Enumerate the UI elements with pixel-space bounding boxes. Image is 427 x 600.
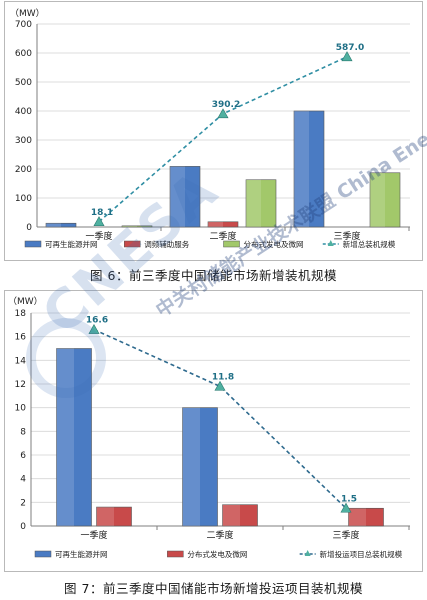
chart-2-bar: [182, 407, 218, 527]
chart-1-unit-label: （MW）: [10, 8, 45, 19]
chart-1-total-marker: [93, 216, 105, 227]
chart-1-legend-swatch: [223, 240, 240, 248]
chart-1-legend-label: 可再生能源并网: [45, 239, 98, 249]
chart-1-x-tick-label: 一季度: [85, 230, 112, 242]
chart-1-bar-highlight: [208, 221, 223, 227]
chart-2-total-marker: [340, 502, 352, 513]
chart-1-total-marker: [341, 51, 353, 62]
chart-2-y-tick-label: 14: [15, 356, 27, 366]
chart-1-data-label: 390.2: [212, 100, 240, 110]
chart-1-y-tick-label: 0: [26, 223, 32, 233]
chart-2-bar-highlight: [348, 508, 366, 526]
chart-2-data-label: 1.5: [341, 494, 357, 504]
chart-2-bar: [96, 506, 132, 527]
chart-1-total-marker: [217, 108, 229, 119]
chart-1-y-tick-label: 300: [15, 136, 32, 146]
chart-2-bar-highlight: [182, 407, 200, 526]
chart-2-total-marker: [88, 323, 100, 334]
chart-2-y-tick-label: 8: [20, 427, 26, 437]
chart-1-y-tick-label: 200: [15, 165, 32, 175]
chart-2-y-tick-label: 12: [15, 380, 26, 390]
chart-2-svg: （MW） 0 2 4 6 8 10 12 14 16 18 一季度 二季度 三季度 16.6 11.8 1.5 可…: [8, 296, 410, 559]
chart-1-legend-label: 调频辅助服务: [144, 239, 189, 249]
chart-1-bar: [45, 222, 77, 228]
chart-1-bar-highlight: [46, 223, 61, 227]
chart-1-legend-label: 分布式发电及微网: [244, 239, 304, 249]
chart-2-legend-label: 可再生能源并网: [55, 549, 108, 559]
chart-2-legend-label: 新增投运项目总装机规模: [320, 549, 403, 559]
chart-2-legend-label: 分布式发电及微网: [187, 549, 247, 559]
chart-2-legend-marker: [304, 550, 311, 556]
chart-2-bar-highlight: [56, 348, 74, 526]
chart-1-legend-swatch: [124, 240, 141, 248]
chart-2-legend-swatch: [34, 550, 52, 558]
chart-1-data-label: 18.1: [91, 208, 113, 218]
chart-1-bar-highlight: [170, 166, 185, 227]
chart-1-x-tick-label: 二季度: [209, 230, 236, 242]
chart-2-bar: [56, 348, 92, 527]
chart-2-x-tick-label: 一季度: [80, 529, 107, 541]
chart-1-bar: [121, 225, 153, 228]
chart-2-caption: 图 7：前三季度中国储能市场新增投运项目装机规模: [64, 581, 363, 596]
chart-2-bar: [348, 507, 384, 527]
chart-2-bar-highlight: [222, 504, 240, 526]
chart-1-data-label: 587.0: [336, 43, 364, 53]
chart-2-y-tick-label: 0: [20, 522, 26, 532]
chart-2-y-tick-label: 16: [15, 333, 27, 343]
chart-2-data-label: 16.6: [86, 316, 108, 326]
chart-2-legend-swatch: [167, 550, 184, 558]
chart-1-x-tick-label: 三季度: [333, 230, 360, 242]
chart-2-unit-label: （MW）: [8, 296, 43, 307]
chart-2-total-line: [93, 328, 347, 509]
chart-2-data-label: 11.8: [212, 372, 234, 382]
chart-1-bar-highlight: [246, 179, 261, 227]
chart-2-bar-highlight: [96, 507, 114, 526]
chart-2-y-tick-label: 6: [20, 451, 26, 461]
chart-1-legend-swatch: [24, 240, 42, 248]
chart-1-bar-highlight: [122, 225, 137, 227]
chart-1-y-tick-label: 700: [15, 20, 32, 30]
chart-1-bar: [293, 110, 325, 228]
chart-1-legend-label: 新增总装机规模: [343, 239, 396, 249]
chart-1-bar-highlight: [294, 111, 309, 227]
chart-2-y-tick-label: 10: [15, 404, 27, 414]
chart-1-svg: （MW） 0 100 200 300 400 500 600 700 一季度 二季度 三季度 18.1 3…: [10, 8, 410, 249]
chart-1-y-tick-label: 500: [15, 78, 32, 88]
chart-2-y-tick-label: 4: [20, 475, 26, 485]
chart-1-y-tick-label: 400: [15, 107, 32, 117]
chart-1-bar: [245, 179, 277, 228]
chart-2-bar: [222, 504, 258, 527]
chart-2-y-tick-label: 2: [20, 498, 26, 508]
chart-2-x-tick-label: 三季度: [332, 529, 359, 541]
chart-1-bar: [369, 172, 401, 228]
chart-1-bar: [207, 221, 239, 228]
chart-1-caption: 图 6：前三季度中国储能市场新增装机规模: [90, 268, 337, 283]
chart-1-bar-highlight: [370, 172, 385, 227]
chart-2-y-tick-label: 18: [15, 309, 27, 319]
chart-panel-1: （MW） 0 100 200 300 400 500 600 700 一季度 二季度 三季度 18.1 3…: [4, 1, 423, 261]
chart-1-y-tick-label: 600: [15, 49, 32, 59]
chart-1-bar: [169, 166, 201, 228]
chart-1-legend-marker: [327, 240, 334, 246]
chart-1-y-tick-label: 100: [15, 194, 32, 204]
chart-2-total-marker: [214, 380, 226, 391]
chart-panel-2: （MW） 0 2 4 6 8 10 12 14 16 18 一季度 二季度 三季度 16.6 11.8 1.5 可…: [4, 290, 423, 572]
chart-2-x-tick-label: 二季度: [206, 529, 233, 541]
